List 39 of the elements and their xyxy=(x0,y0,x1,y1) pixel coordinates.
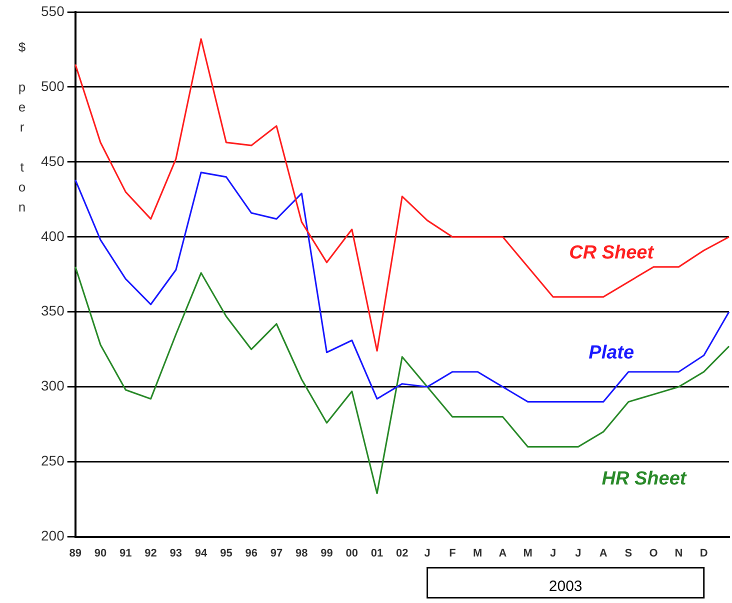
x-tick-label: O xyxy=(649,547,658,560)
y-tick-label: 400 xyxy=(41,228,65,244)
x-tick-label: 93 xyxy=(170,547,182,560)
x-tick-label: S xyxy=(624,547,632,560)
x-tick-label: 02 xyxy=(396,547,408,560)
y-tick-label: 200 xyxy=(41,528,65,544)
x-tick-label: N xyxy=(674,547,683,560)
x-tick-label: 97 xyxy=(270,547,283,560)
x-tick-label: A xyxy=(498,547,507,560)
x-tick-label: 91 xyxy=(120,547,132,560)
x-tick-label: M xyxy=(473,547,482,560)
series-label: HR Sheet xyxy=(602,468,687,490)
x-tick-label: A xyxy=(599,547,608,560)
series-label: Plate xyxy=(588,342,634,364)
x-tick-label: 01 xyxy=(370,547,384,560)
x-tick-label: 99 xyxy=(320,547,333,560)
x-tick-label: J xyxy=(424,547,430,560)
x-tick-label: 95 xyxy=(220,547,232,560)
x-tick-label: 92 xyxy=(144,547,157,560)
x-tick-label: D xyxy=(700,547,708,560)
x-tick-label: F xyxy=(449,547,456,560)
y-tick-label: 350 xyxy=(41,302,65,319)
x-tick-label: 98 xyxy=(295,547,308,560)
y-tick-label: 450 xyxy=(41,152,65,169)
y-tick-label: 250 xyxy=(41,452,65,469)
x-tick-label: 94 xyxy=(194,547,208,560)
series-label: CR Sheet xyxy=(569,242,654,264)
y-tick-label: 500 xyxy=(41,78,65,94)
x-tick-label: 90 xyxy=(94,547,107,560)
text: $ per ton xyxy=(18,40,26,215)
y-tick-label: 300 xyxy=(41,378,65,394)
text: 2003 xyxy=(548,578,582,595)
x-tick-label: M xyxy=(523,547,532,560)
x-tick-label: J xyxy=(550,547,556,560)
y-tick-label: 550 xyxy=(41,2,65,19)
x-tick-label: J xyxy=(575,547,582,560)
x-tick-label: 89 xyxy=(69,547,82,560)
x-tick-label: 00 xyxy=(346,547,358,560)
x-tick-label: 96 xyxy=(245,547,258,560)
